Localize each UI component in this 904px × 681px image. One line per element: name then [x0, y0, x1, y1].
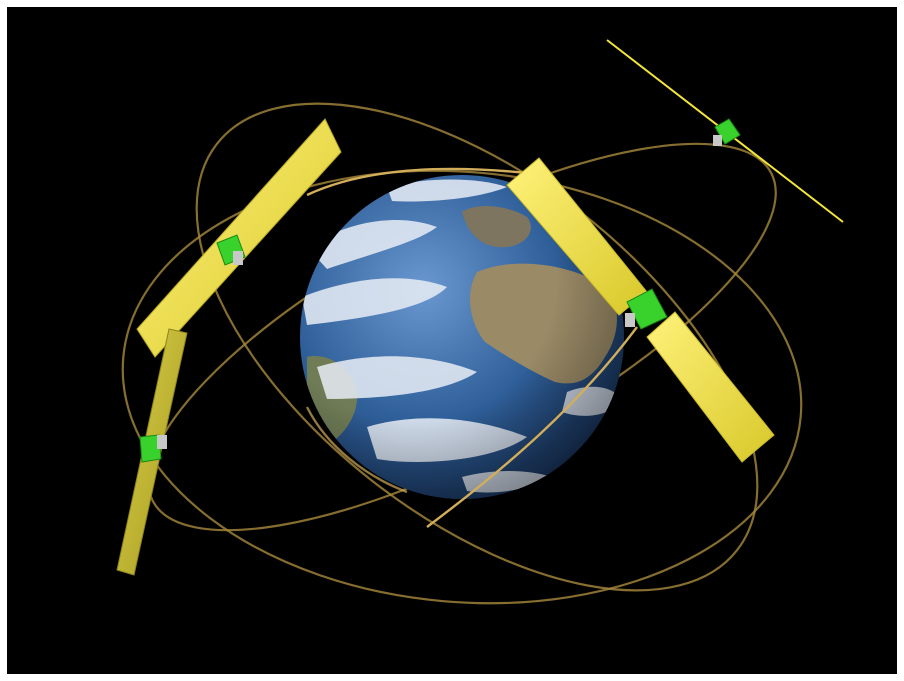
solar-panel [136, 118, 342, 358]
solar-panel [646, 311, 775, 463]
earth [300, 175, 624, 499]
orbits-front [305, 167, 638, 528]
antenna [713, 135, 722, 146]
satellite-left [116, 328, 188, 576]
antenna [625, 313, 635, 327]
space-scene [7, 7, 897, 674]
satellite-body [139, 434, 162, 463]
antenna [157, 435, 167, 449]
satellite-body [626, 288, 668, 330]
satellite-constellation-illustration [116, 39, 844, 605]
satellite-top-right [606, 39, 844, 223]
satellite-upper-left [136, 118, 342, 358]
orbit-ring-3 [121, 169, 803, 605]
satellite-right-large [506, 157, 775, 463]
antenna [233, 251, 243, 265]
